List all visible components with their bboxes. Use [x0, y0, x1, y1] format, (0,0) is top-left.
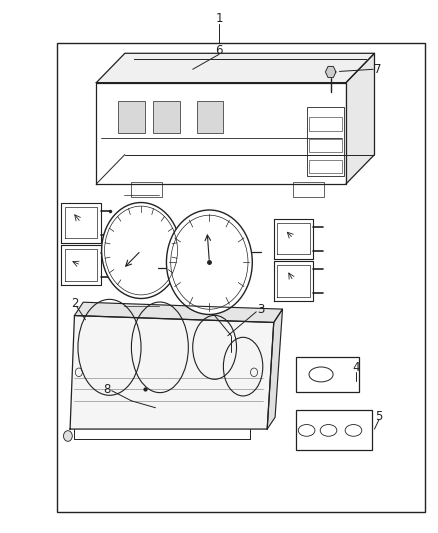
- Bar: [309, 160, 342, 173]
- Text: 3: 3: [257, 303, 264, 316]
- Bar: [309, 139, 342, 152]
- Bar: [309, 117, 342, 131]
- Polygon shape: [325, 67, 336, 77]
- Polygon shape: [267, 309, 283, 429]
- Polygon shape: [70, 316, 274, 429]
- Text: 1: 1: [215, 12, 223, 25]
- Bar: [296, 357, 359, 392]
- Text: 6: 6: [215, 44, 223, 57]
- Ellipse shape: [166, 210, 252, 314]
- Ellipse shape: [102, 203, 180, 298]
- Bar: [307, 107, 344, 176]
- Text: 4: 4: [352, 361, 360, 374]
- Polygon shape: [74, 302, 283, 322]
- Text: 5: 5: [375, 410, 382, 423]
- Bar: [296, 410, 372, 450]
- Bar: [153, 101, 180, 133]
- Polygon shape: [96, 53, 374, 83]
- Polygon shape: [346, 53, 374, 184]
- Bar: [197, 101, 223, 133]
- Bar: [131, 182, 162, 197]
- Text: 7: 7: [374, 63, 382, 76]
- Bar: [57, 43, 425, 512]
- Circle shape: [64, 431, 72, 441]
- Bar: [118, 101, 145, 133]
- Text: 8: 8: [104, 383, 111, 395]
- Bar: [293, 182, 324, 197]
- Text: 2: 2: [71, 297, 78, 310]
